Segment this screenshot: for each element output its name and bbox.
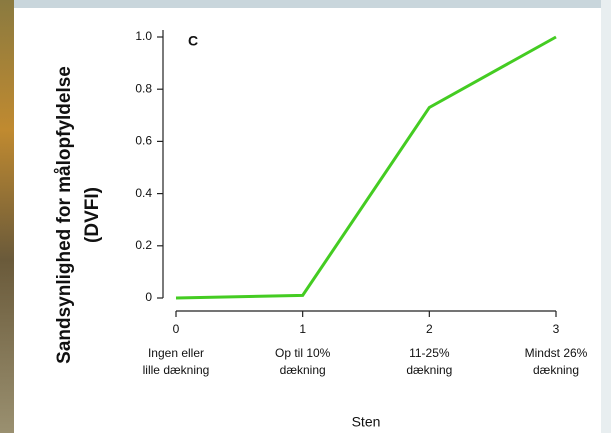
y-tick-label: 0.4 [135, 186, 152, 200]
x-tick-label: 2 [426, 322, 433, 336]
x-label: Sten [352, 414, 381, 430]
data-line [175, 35, 557, 300]
category-label: Mindst 26% [525, 346, 588, 360]
category-label: Op til 10% [275, 346, 331, 360]
category-label: dækning [406, 363, 452, 377]
y-tick-label: 0.6 [135, 134, 152, 148]
category-label: lille dækning [143, 363, 210, 377]
y-tick-label: 0.8 [135, 81, 152, 95]
y-label-line: (DVFI) [82, 187, 103, 243]
right-strip [601, 0, 611, 433]
y-tick-label: 1.0 [135, 29, 152, 43]
y-label-line: Sandsynlighed for målopfyldelse [54, 66, 75, 364]
x-tick-label: 0 [173, 322, 180, 336]
left-strip [0, 0, 14, 433]
panel-label: C [188, 33, 198, 49]
x-tick-label: 3 [553, 322, 560, 336]
y-tick-label: 0.2 [135, 238, 152, 252]
y-tick-label: 0 [145, 290, 152, 304]
x-tick-label: 1 [299, 322, 306, 336]
category-label: Ingen eller [148, 346, 204, 360]
category-label: 11-25% [409, 346, 450, 360]
y-label: Sandsynlighed for målopfyldelse (DVFI) [54, 66, 103, 364]
category-label: dækning [533, 363, 579, 377]
top-strip [0, 0, 611, 8]
category-label: dækning [280, 363, 326, 377]
